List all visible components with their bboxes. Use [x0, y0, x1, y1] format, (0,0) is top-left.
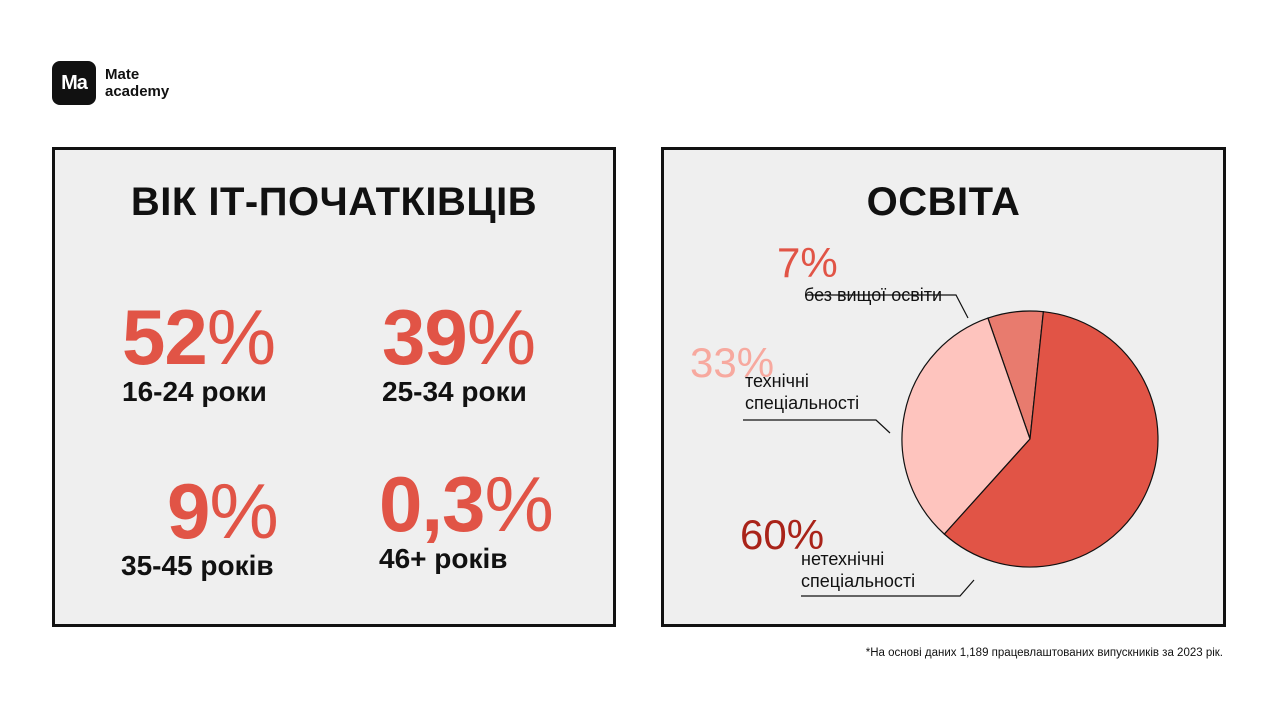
- age-stat-number: 0,3: [379, 460, 485, 548]
- age-stat-label: 46+ років: [379, 543, 508, 574]
- callout-percent: 60%: [740, 511, 825, 558]
- logo: Ma Mate academy: [52, 61, 169, 105]
- percent-sign: %: [209, 467, 278, 555]
- age-stat-label: 25-34 роки: [382, 376, 527, 407]
- age-stat-number: 9: [167, 467, 210, 555]
- age-stat-value: 52%: [122, 298, 276, 376]
- callout-label-line-1: технічні: [745, 371, 809, 391]
- percent-sign: %: [466, 293, 536, 381]
- callout-label: без вищої освіти: [804, 285, 943, 305]
- logo-line-1: Mate: [105, 66, 140, 83]
- leader-line-no-degree: [805, 294, 969, 319]
- education-panel: ОСВІТА 7% без вищої освіти 33% технічні …: [661, 147, 1226, 627]
- callout-percent: 33%: [690, 339, 775, 386]
- education-panel-title: ОСВІТА: [866, 180, 1021, 224]
- age-panel: ВІК ІТ-ПОЧАТКІВЦІВ 52% 16-24 роки 39% 25…: [52, 147, 616, 627]
- age-panel-title: ВІК ІТ-ПОЧАТКІВЦІВ: [130, 180, 538, 224]
- age-stat-value: 39%: [382, 298, 536, 376]
- leader-line-technical: [743, 419, 891, 434]
- percent-sign: %: [206, 293, 276, 381]
- education-pie-chart: [743, 294, 1159, 597]
- age-stat-number: 52: [122, 293, 208, 381]
- callout-label-line-2: спеціальності: [801, 571, 916, 591]
- footnote: *На основі даних 1,189 працевлаштованих …: [865, 647, 1223, 659]
- callout-label-line-2: спеціальності: [745, 393, 860, 413]
- age-stat-number: 39: [382, 293, 468, 381]
- age-stat-label: 35-45 років: [121, 550, 274, 581]
- callout-technical: 33% технічні спеціальності: [690, 342, 859, 414]
- age-stat-label: 16-24 роки: [122, 376, 267, 407]
- age-stat-46-plus: 0,3% 46+ років: [379, 465, 554, 575]
- logo-mark: Ma: [52, 61, 96, 105]
- callout-percent: 7%: [777, 239, 838, 286]
- callout-non-technical: 60% нетехнічні спеціальності: [740, 514, 915, 592]
- logo-text: Mate academy: [105, 66, 169, 100]
- age-stat-25-34: 39% 25-34 роки: [382, 298, 536, 408]
- pie-slice-non-technical: [943, 311, 1159, 568]
- logo-line-2: academy: [105, 83, 170, 100]
- percent-sign: %: [484, 460, 553, 548]
- callout-no-degree: 7% без вищої освіти: [777, 242, 942, 306]
- pie-slice-technical: [901, 317, 1031, 535]
- age-stat-16-24: 52% 16-24 роки: [122, 298, 276, 408]
- age-stat-value: 0,3%: [379, 465, 554, 543]
- leader-line-non-technical: [801, 579, 975, 597]
- age-stat-value: 9%: [121, 472, 279, 550]
- age-stat-35-45: 9% 35-45 років: [121, 472, 279, 582]
- callout-label-line-1: нетехнічні: [801, 549, 885, 569]
